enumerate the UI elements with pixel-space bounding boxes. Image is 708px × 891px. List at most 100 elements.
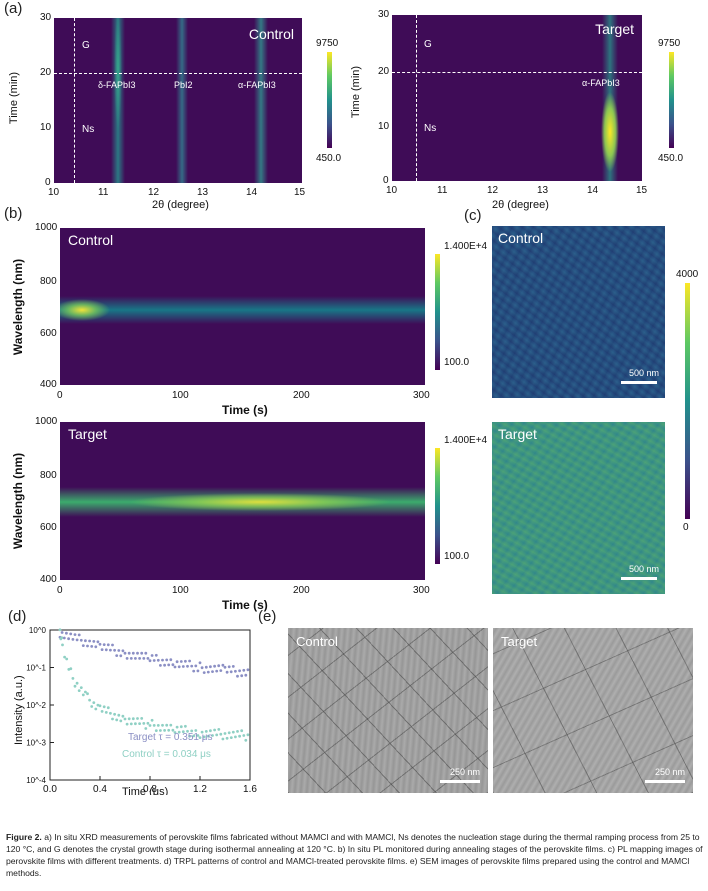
trpl-control-point	[79, 686, 83, 689]
xrd-control-title: Control	[248, 26, 294, 42]
trpl-target-point	[225, 670, 229, 674]
trpl-target-point	[71, 638, 75, 641]
trpl-control-point	[117, 713, 121, 717]
sem-target-scale: 250 nm	[654, 767, 685, 777]
pl-control-xtick: 300	[413, 390, 430, 401]
trpl-control-point	[163, 729, 167, 732]
xrd-target-stage-g: G	[424, 39, 432, 50]
trpl-target-point	[98, 642, 102, 646]
trpl-control-point	[236, 730, 239, 733]
xrd-target-xtick: 13	[537, 185, 549, 196]
trpl-target-point	[211, 670, 214, 673]
trpl-points	[58, 628, 250, 742]
trpl-target-point	[229, 670, 233, 674]
trpl-control-point	[204, 730, 208, 733]
trpl-target-point	[86, 644, 89, 648]
sem-control: Control 250 nm	[288, 628, 488, 793]
trpl-target-point	[221, 663, 225, 667]
trpl-control-point	[104, 711, 108, 714]
pl-target-xtick: 100	[172, 585, 189, 596]
trpl-target-point	[227, 665, 231, 669]
xrd-control-peak-delta: δ-FAPbI3	[98, 80, 136, 90]
xrd-target-ylabel: Time (min)	[350, 65, 363, 119]
trpl-control-point	[194, 729, 198, 732]
trpl-control-point	[92, 701, 96, 704]
trpl-control-point	[75, 681, 79, 685]
pl-map-control: Control 500 nm	[492, 226, 665, 398]
xrd-target-xlabel: 2θ (degree)	[492, 199, 549, 211]
pl-control-xlabel: Time (s)	[222, 403, 268, 417]
trpl-target-point	[173, 665, 177, 669]
trpl-target-point	[179, 660, 183, 663]
trpl-control-point	[152, 724, 156, 727]
trpl-target-point	[140, 651, 144, 655]
trpl-target-point	[92, 640, 96, 643]
trpl-target-point	[127, 651, 131, 655]
figure-caption-label: Figure 2.	[6, 832, 42, 842]
trpl-control-point	[77, 689, 81, 692]
xrd-control-xtick: 13	[197, 187, 209, 198]
trpl-target-point	[152, 659, 156, 662]
trpl-control-point	[188, 734, 192, 738]
trpl-control-point	[206, 734, 210, 738]
trpl-control-point	[213, 728, 217, 732]
trpl-target-point	[131, 651, 135, 655]
xrd-target-xtick: 11	[437, 185, 448, 196]
trpl-control-point	[131, 717, 135, 721]
trpl-target-point	[161, 658, 164, 662]
trpl-xtick-label: 0.8	[143, 784, 157, 795]
xrd-control-peak-alpha: α-FAPbI3	[238, 80, 276, 90]
pl-target-heatmap: Target	[60, 422, 425, 580]
trpl-target-point	[238, 669, 242, 673]
trpl-target-point	[175, 660, 179, 664]
trpl-target-point	[234, 669, 237, 673]
pl-target-ylabel: Wavelength (nm)	[11, 452, 26, 550]
figure-caption-text: a) In situ XRD measurements of perovskit…	[6, 832, 703, 878]
xrd-control-ytick: 30	[40, 12, 52, 23]
trpl-control-point	[242, 734, 246, 737]
pl-map-cbar-min: 0	[683, 522, 689, 533]
trpl-target-point	[115, 654, 119, 657]
trpl-control-point	[144, 727, 148, 730]
trpl-control-point	[109, 711, 112, 715]
pl-map-target-scale: 500 nm	[628, 564, 659, 574]
xrd-target-ytick: 0	[383, 175, 389, 186]
trpl-xtick-label: 1.6	[243, 784, 257, 795]
xrd-control-ytick: 0	[45, 177, 51, 188]
xrd-target-ytick: 30	[378, 9, 390, 20]
trpl-target-point	[123, 651, 127, 655]
xrd-target-title: Target	[595, 21, 634, 37]
trpl-target-point	[117, 649, 121, 652]
trpl-xtick-label: 0.4	[93, 784, 107, 795]
sem-target-title: Target	[501, 634, 538, 649]
trpl-control-point	[113, 712, 116, 716]
trpl-control-point	[190, 729, 194, 733]
trpl-control-point	[186, 729, 189, 733]
trpl-target-point	[104, 648, 108, 652]
trpl-control-point	[100, 710, 104, 713]
xrd-target-xtick: 15	[636, 185, 648, 196]
pl-target-ytick: 800	[40, 470, 57, 481]
trpl-control-point	[146, 721, 150, 725]
trpl-target-point	[206, 670, 210, 674]
trpl-control-point	[215, 733, 219, 737]
xrd-control-peak-pbi2: PbI2	[174, 80, 193, 90]
trpl-target-point	[146, 657, 150, 660]
trpl-control-point	[173, 731, 177, 734]
trpl-yticks: 10^0 10^-1 10^-2 10^-3 10^-4	[26, 626, 54, 785]
trpl-control-point	[81, 693, 85, 697]
trpl-target-point	[138, 657, 142, 660]
trpl-control-point	[148, 724, 152, 727]
trpl-control-point	[192, 734, 196, 738]
trpl-control-point	[98, 704, 102, 708]
xrd-target-cbar-max: 9750	[658, 38, 681, 49]
trpl-ytick-label: 10^-2	[26, 701, 46, 710]
trpl-target-point	[231, 665, 235, 668]
trpl-target-point	[62, 636, 66, 640]
trpl-control-point	[238, 734, 242, 738]
panel-d-label: (d)	[8, 608, 27, 625]
trpl-target-point	[148, 659, 152, 663]
trpl-control-point	[246, 733, 250, 737]
trpl-target-point	[200, 666, 204, 670]
trpl-control-point	[223, 732, 227, 735]
